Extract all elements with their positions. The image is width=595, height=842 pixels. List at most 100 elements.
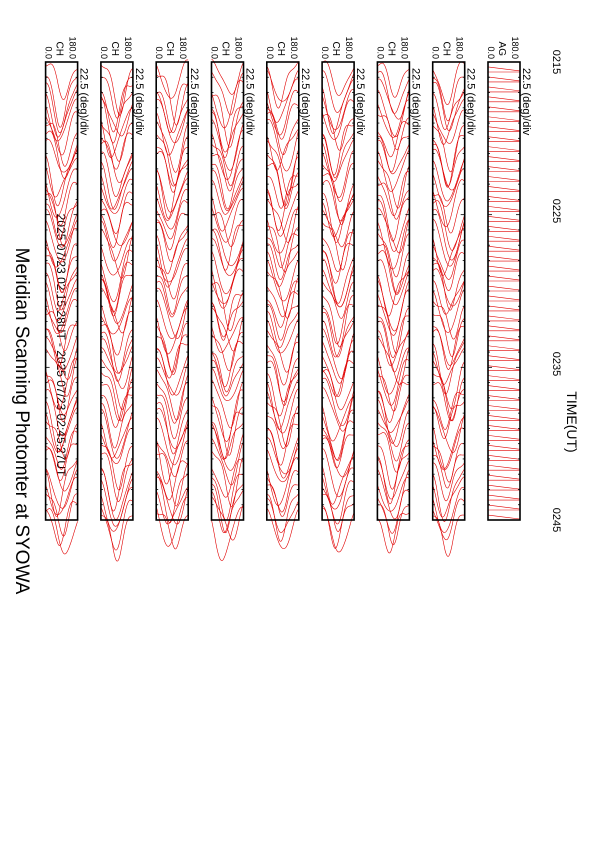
reference-trace (487, 225, 521, 231)
scan-trace (45, 358, 78, 410)
y-tick-bottom: 0.0 (486, 46, 496, 59)
scan-trace (100, 168, 133, 210)
scan-trace (156, 221, 189, 263)
reference-trace (487, 484, 521, 490)
scan-trace (377, 182, 410, 220)
scan-trace (377, 504, 410, 546)
scan-trace (155, 74, 189, 126)
scan-trace (155, 162, 189, 219)
scan-trace (100, 358, 134, 410)
scan-trace (211, 489, 244, 534)
scan-trace (322, 320, 355, 358)
scan-trace (432, 313, 465, 358)
reference-trace (487, 454, 521, 460)
scan-trace (211, 422, 244, 460)
scan-trace (432, 476, 465, 518)
scan-trace (156, 170, 189, 213)
scan-trace (211, 300, 244, 338)
reference-trace (487, 494, 521, 500)
scan-trace (156, 417, 189, 466)
scan-trace (321, 437, 355, 478)
scan-trace (211, 153, 244, 192)
scan-trace (156, 402, 189, 455)
scan-trace (156, 275, 189, 315)
reference-trace (487, 196, 521, 201)
scan-trace (432, 392, 465, 430)
scan-trace (322, 173, 355, 226)
scan-trace (100, 201, 133, 248)
scan-trace (155, 460, 189, 501)
scan-trace (321, 339, 355, 384)
scan-trace (45, 168, 78, 218)
scan-trace (377, 374, 410, 412)
scan-trace (432, 109, 465, 144)
scan-trace (211, 179, 244, 215)
scan-trace (266, 175, 299, 209)
scan-trace (266, 280, 299, 318)
reference-trace (487, 136, 521, 141)
chart-title: Meridian Scanning Photomter at SYOWA (11, 248, 32, 595)
scan-trace (100, 347, 134, 390)
reference-trace (487, 66, 521, 72)
reference-trace (487, 355, 521, 360)
scan-trace (156, 349, 189, 396)
scan-trace (321, 199, 355, 238)
scan-traces (155, 59, 189, 550)
scan-trace (321, 409, 355, 461)
scan-trace (211, 224, 244, 271)
reference-trace (487, 255, 521, 261)
scan-trace (266, 470, 299, 513)
scan-trace (155, 382, 189, 424)
y-tick-bottom: 0.0 (154, 46, 164, 59)
scan-trace (377, 207, 410, 254)
reference-trace (487, 176, 521, 181)
scan-trace (432, 252, 465, 292)
scan-trace (266, 225, 299, 273)
scan-traces (211, 58, 244, 561)
scan-trace (266, 153, 299, 206)
reference-trace (487, 405, 521, 410)
scan-trace (432, 262, 465, 311)
scan-trace (211, 199, 244, 243)
scan-trace (266, 423, 299, 466)
scan-trace (211, 483, 244, 534)
reference-trace (487, 106, 521, 112)
x-tick-label: 0215 (550, 50, 562, 74)
reference-trace (487, 345, 521, 351)
y-tick-bottom: 0.0 (375, 46, 385, 59)
scan-trace (45, 459, 78, 517)
scan-trace (432, 179, 465, 228)
scan-trace (100, 469, 134, 520)
scan-trace (45, 76, 78, 128)
scan-trace (266, 457, 299, 506)
scan-trace (155, 120, 189, 173)
panel: 180.0 0.0 CH 22.5 (deg)/div (210, 36, 256, 561)
scan-trace (377, 89, 410, 138)
scan-trace (377, 259, 410, 306)
reference-trace (487, 116, 521, 122)
scan-trace (266, 112, 300, 156)
scan-trace (266, 291, 299, 328)
scan-trace (45, 157, 78, 198)
reference-trace (487, 395, 521, 400)
scan-trace (266, 310, 300, 348)
scan-trace (211, 389, 244, 442)
reference-trace (487, 375, 521, 380)
scan-trace (432, 329, 465, 366)
scan-trace (100, 238, 134, 276)
scan-trace (45, 209, 78, 248)
reference-trace (487, 295, 521, 301)
scan-trace (45, 298, 78, 334)
scan-trace (211, 170, 244, 212)
scan-trace (432, 91, 465, 131)
scan-trace (100, 416, 134, 459)
y-tick-top: 180.0 (68, 36, 78, 59)
reference-trace (487, 385, 521, 390)
panel: 180.0 0.0 CH 22.5 (deg)/div (154, 36, 200, 550)
scan-trace (211, 450, 244, 507)
scale-label: 22.5 (deg)/div (78, 68, 90, 136)
scan-traces (266, 61, 300, 550)
scan-trace (266, 198, 300, 244)
scan-trace (266, 103, 299, 140)
scale-label: 22.5 (deg)/div (299, 68, 311, 136)
